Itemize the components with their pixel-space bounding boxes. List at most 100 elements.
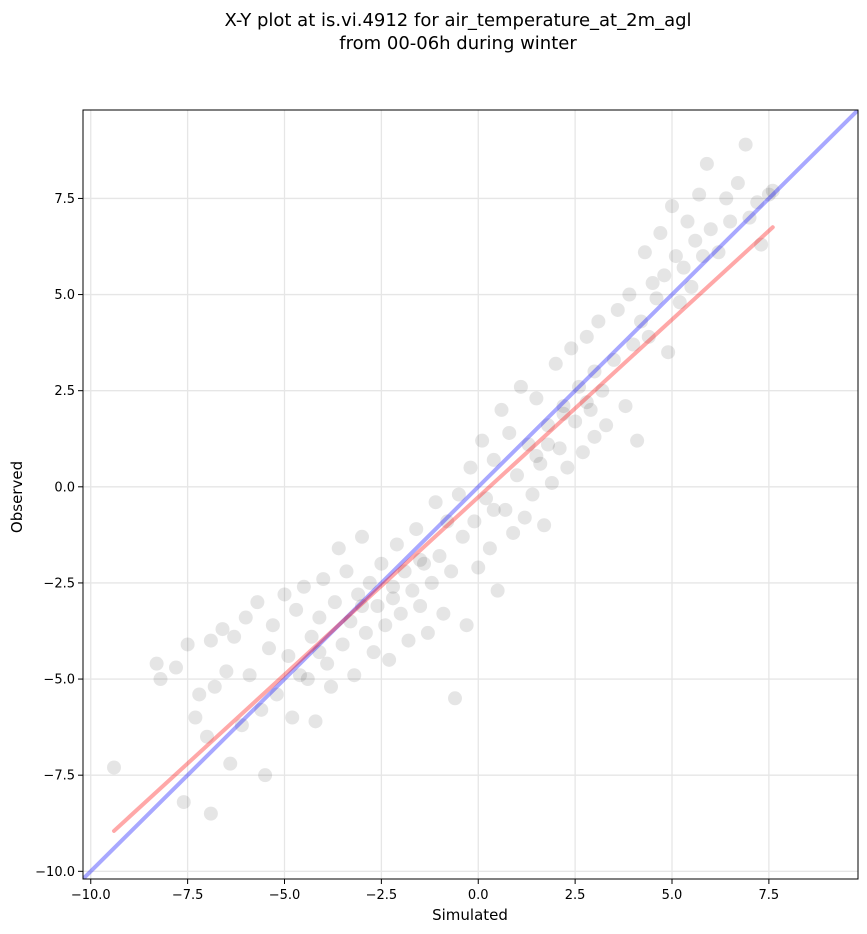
data-point [479, 491, 493, 506]
data-point [386, 591, 400, 606]
data-point [389, 537, 404, 552]
data-point [432, 549, 447, 564]
data-point [556, 399, 571, 414]
data-point [711, 245, 726, 260]
data-point [219, 664, 234, 679]
data-point [599, 418, 614, 433]
data-point [471, 560, 486, 575]
data-point [277, 587, 292, 602]
y-tick-label: 5.0 [54, 288, 75, 303]
data-point [355, 529, 369, 544]
data-point [502, 425, 517, 440]
y-tick-label: −7.5 [43, 769, 75, 784]
data-point [374, 556, 389, 571]
data-point [180, 637, 195, 652]
data-point [587, 429, 602, 444]
data-point [641, 329, 656, 344]
data-point [339, 564, 354, 579]
x-tick-label: −5.0 [269, 888, 301, 903]
data-point [107, 760, 121, 775]
data-point [440, 514, 455, 529]
data-point [606, 352, 621, 367]
chart-title-line-2: from 00-06h during winter [339, 33, 577, 54]
data-point [382, 652, 397, 667]
data-point [541, 418, 555, 433]
data-point [215, 622, 230, 637]
data-point [738, 137, 753, 152]
y-tick-label: −10.0 [35, 865, 75, 880]
x-tick-label: −2.5 [366, 888, 398, 903]
data-point [544, 475, 559, 490]
data-point [467, 514, 482, 529]
data-point [250, 595, 265, 610]
data-point [448, 691, 462, 706]
data-point [265, 618, 280, 633]
data-point [393, 606, 408, 621]
scatter-points [107, 137, 780, 821]
data-point [645, 276, 660, 291]
data-point [436, 606, 451, 621]
data-point [533, 456, 548, 471]
data-point [409, 522, 424, 537]
data-point [296, 579, 311, 594]
x-tick-label: −7.5 [172, 888, 204, 903]
data-point [289, 602, 304, 617]
data-point [517, 510, 532, 525]
data-point [475, 433, 490, 448]
data-point [238, 610, 253, 625]
data-point [583, 402, 598, 417]
data-point [428, 495, 443, 510]
data-point [730, 176, 745, 191]
data-point [591, 314, 606, 329]
data-point [312, 610, 327, 625]
data-point [692, 187, 707, 202]
data-point [347, 668, 362, 683]
data-point [455, 529, 470, 544]
y-tick-label: 7.5 [54, 192, 75, 207]
data-point [765, 183, 780, 198]
data-point [556, 406, 571, 421]
data-point [316, 572, 331, 587]
data-point [665, 199, 679, 214]
data-point [513, 379, 528, 394]
data-point [370, 599, 385, 614]
data-point [386, 579, 400, 594]
data-point [324, 679, 338, 694]
data-point [672, 295, 687, 310]
data-point [281, 648, 296, 663]
data-point [703, 222, 718, 237]
x-tick-label: 7.5 [759, 888, 780, 903]
y-tick-label: −2.5 [43, 576, 75, 591]
data-point [630, 433, 645, 448]
data-point [327, 595, 342, 610]
data-point [242, 668, 257, 683]
fit-lines [83, 110, 858, 879]
data-point [754, 237, 769, 252]
data-point [637, 245, 652, 260]
data-point [560, 460, 575, 475]
data-point [444, 564, 459, 579]
data-point [227, 629, 242, 644]
y-axis-ticks: −10.0 −7.5 −5.0 −2.5 0.0 2.5 5.0 7.5 [35, 192, 83, 880]
y-tick-label: 2.5 [54, 384, 75, 399]
data-point [525, 487, 540, 502]
data-point [285, 710, 300, 725]
data-point [529, 449, 544, 464]
data-point [699, 156, 714, 171]
data-point [750, 195, 765, 210]
data-point [742, 210, 757, 225]
data-point [335, 637, 350, 652]
y-axis-label: Observed [8, 461, 26, 533]
data-point [331, 541, 346, 556]
data-point [661, 345, 676, 360]
data-point [486, 502, 501, 517]
data-point [510, 468, 524, 483]
data-point [575, 445, 590, 460]
data-point [506, 525, 521, 540]
data-point [676, 260, 691, 275]
data-point [653, 226, 668, 241]
data-point [405, 583, 420, 598]
data-point [463, 460, 478, 475]
data-point [649, 291, 664, 306]
